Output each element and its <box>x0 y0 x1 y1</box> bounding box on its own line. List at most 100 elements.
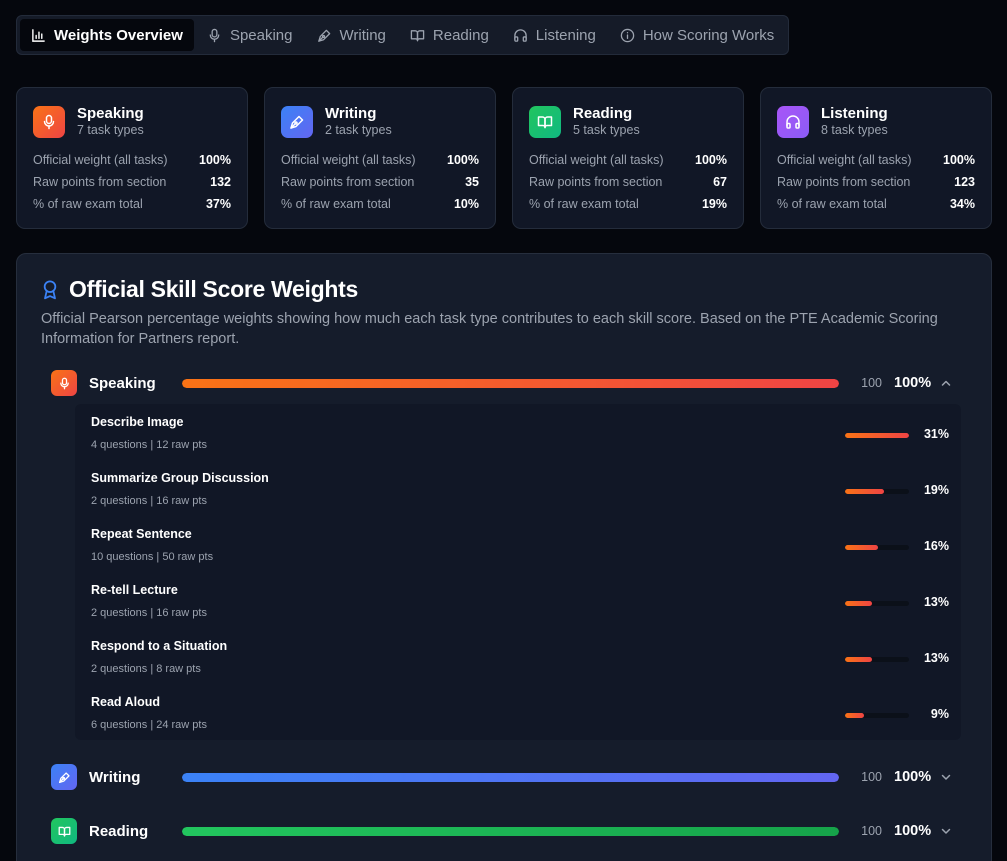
chevron-down-icon[interactable] <box>940 771 952 783</box>
card-title: Listening <box>821 105 888 122</box>
card-speaking: Speaking 7 task types Official weight (a… <box>16 87 248 229</box>
task-name: Describe Image <box>91 415 184 429</box>
bar-chart-icon <box>32 28 45 42</box>
task-percent: 9% <box>930 707 949 721</box>
card-listening: Listening 8 task types Official weight (… <box>760 87 992 229</box>
task-percent: 31% <box>923 427 949 441</box>
stat-row: Raw points from section 132 <box>33 175 231 189</box>
panel-title: Official Skill Score Weights <box>41 276 358 303</box>
section-row-writing[interactable]: Writing 100 100% <box>51 763 959 791</box>
task-percent: 19% <box>923 483 949 497</box>
stat-row: % of raw exam total 10% <box>281 197 479 211</box>
info-icon <box>620 28 635 42</box>
section-raw-points: 100 <box>861 824 882 838</box>
card-subtitle: 2 task types <box>325 123 392 137</box>
task-percent: 13% <box>923 651 949 665</box>
task-name: Re-tell Lecture <box>91 583 178 597</box>
tab-label: Speaking <box>229 26 293 44</box>
task-row: Respond to a Situation 2 questions | 8 r… <box>75 628 961 684</box>
section-icon-badge <box>51 764 77 790</box>
section-row-speaking[interactable]: Speaking 100 100% <box>51 369 959 397</box>
task-meta: 2 questions | 16 raw pts <box>91 607 207 619</box>
task-meta: 2 questions | 16 raw pts <box>91 495 207 507</box>
pen-icon <box>317 29 330 42</box>
stat-row: Raw points from section 67 <box>529 175 727 189</box>
mic-icon <box>43 114 55 129</box>
section-row-reading[interactable]: Reading 100 100% <box>51 817 959 845</box>
tab-label: Listening <box>535 26 596 44</box>
skill-weights-panel: Official Skill Score Weights Official Pe… <box>16 253 992 861</box>
section-name: Reading <box>89 822 149 840</box>
task-row: Summarize Group Discussion 2 questions |… <box>75 460 961 516</box>
task-row: Re-tell Lecture 2 questions | 16 raw pts… <box>75 572 961 628</box>
card-writing: Writing 2 task types Official weight (al… <box>264 87 496 229</box>
card-icon-badge <box>777 105 809 138</box>
section-raw-points: 100 <box>861 376 882 390</box>
task-percent: 16% <box>923 539 949 553</box>
task-name: Respond to a Situation <box>91 639 228 653</box>
task-meta: 2 questions | 8 raw pts <box>91 663 201 675</box>
task-weight-bar <box>845 489 909 494</box>
mic-icon <box>209 28 220 42</box>
tab-label: Writing <box>339 26 386 44</box>
task-name: Summarize Group Discussion <box>91 471 269 485</box>
card-reading: Reading 5 task types Official weight (al… <box>512 87 744 229</box>
tab-listening[interactable]: Listening <box>502 19 607 51</box>
stat-row: Official weight (all tasks) 100% <box>281 153 479 167</box>
task-percent: 13% <box>923 595 949 609</box>
section-raw-points: 100 <box>861 770 882 784</box>
card-icon-badge <box>33 105 65 138</box>
section-name: Speaking <box>89 374 156 392</box>
task-row: Describe Image 4 questions | 12 raw pts … <box>75 404 961 460</box>
tab-label: How Scoring Works <box>642 26 775 44</box>
tab-label: Weights Overview <box>54 26 183 44</box>
stat-row: % of raw exam total 37% <box>33 197 231 211</box>
summary-cards: Speaking 7 task types Official weight (a… <box>16 87 992 229</box>
section-weight-bar <box>182 826 839 836</box>
section-percent: 100% <box>894 823 932 839</box>
tab-label: Reading <box>432 26 489 44</box>
task-weight-bar <box>845 713 909 718</box>
task-meta: 10 questions | 50 raw pts <box>91 551 214 563</box>
section-percent: 100% <box>894 769 932 785</box>
card-title: Speaking <box>77 105 144 122</box>
section-weight-bar <box>182 378 839 388</box>
tab-bar: Weights Overview Speaking Writing Readin… <box>16 15 790 55</box>
section-name: Writing <box>89 768 141 786</box>
tab-speaking[interactable]: Speaking <box>196 19 304 51</box>
pen-icon <box>290 115 304 129</box>
tab-writing[interactable]: Writing <box>306 19 397 51</box>
task-weight-bar <box>845 601 909 606</box>
task-row: Repeat Sentence 10 questions | 50 raw pt… <box>75 516 961 572</box>
card-title: Reading <box>573 105 633 122</box>
card-icon-badge <box>281 105 313 138</box>
task-name: Read Aloud <box>91 695 160 709</box>
tab-weights-overview[interactable]: Weights Overview <box>20 19 194 51</box>
pen-icon <box>58 771 70 783</box>
speaking-task-list: Describe Image 4 questions | 12 raw pts … <box>75 404 961 740</box>
task-weight-bar <box>845 545 909 550</box>
card-subtitle: 7 task types <box>77 123 144 137</box>
tab-how-scoring-works[interactable]: How Scoring Works <box>609 19 785 51</box>
stat-row: Official weight (all tasks) 100% <box>33 153 231 167</box>
mic-icon <box>59 377 69 389</box>
chevron-up-icon[interactable] <box>940 377 952 389</box>
chevron-down-icon[interactable] <box>940 825 952 837</box>
headphones-icon <box>514 28 527 42</box>
card-subtitle: 8 task types <box>821 123 888 137</box>
stat-row: % of raw exam total 34% <box>777 197 975 211</box>
stat-row: Official weight (all tasks) 100% <box>529 153 727 167</box>
tab-reading[interactable]: Reading <box>399 19 500 51</box>
section-icon-badge <box>51 370 77 396</box>
task-meta: 4 questions | 12 raw pts <box>91 439 207 451</box>
section-icon-badge <box>51 818 77 844</box>
stat-row: Raw points from section 123 <box>777 175 975 189</box>
task-row: Read Aloud 6 questions | 24 raw pts 9% <box>75 684 961 740</box>
task-meta: 6 questions | 24 raw pts <box>91 719 207 731</box>
panel-description: Official Pearson percentage weights show… <box>41 311 938 347</box>
section-percent: 100% <box>894 375 932 391</box>
section-weight-bar <box>182 772 839 782</box>
stat-row: Raw points from section 35 <box>281 175 479 189</box>
stat-row: % of raw exam total 19% <box>529 197 727 211</box>
book-icon <box>58 826 70 837</box>
